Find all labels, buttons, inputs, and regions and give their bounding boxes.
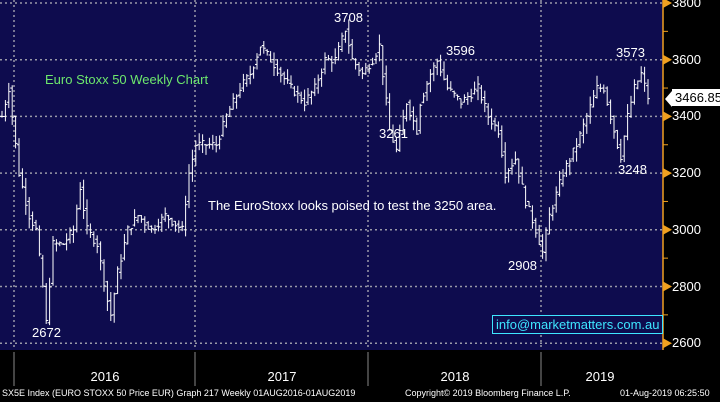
x-tick-label: 2016 (90, 369, 120, 384)
y-tick-label: 3000 (672, 221, 701, 237)
y-tick-label: 2800 (672, 278, 701, 294)
axis-tick-marker (663, 281, 672, 292)
axis-tick-marker (663, 338, 672, 349)
axis-tick-marker (663, 0, 672, 8)
y-tick-label: 2600 (672, 335, 701, 351)
plot-area (0, 0, 663, 350)
y-tick-label: 3800 (672, 0, 701, 10)
chart-title: Euro Stoxx 50 Weekly Chart (45, 72, 209, 87)
info-email-link[interactable]: info@marketmatters.com.au (492, 315, 664, 334)
footer-series-info: SX5E Index (EURO STOXX 50 Price EUR) Gra… (2, 388, 356, 398)
y-tick-label: 3200 (672, 165, 701, 181)
axis-tick-marker (663, 224, 672, 235)
price-label: 3708 (334, 10, 363, 25)
y-tick-label: 3600 (672, 51, 701, 67)
footer-copyright: Copyright© 2019 Bloomberg Finance L.P. (405, 388, 571, 398)
price-label: 3573 (616, 45, 645, 60)
last-price-label: 3466.85 (665, 88, 720, 107)
axis-tick-marker (663, 54, 672, 65)
annotation-note: The EuroStoxx looks poised to test the 3… (208, 198, 497, 213)
price-label: 3261 (379, 126, 408, 141)
y-tick-label: 3400 (672, 108, 701, 124)
axis-tick-marker (663, 168, 672, 179)
footer-timestamp: 01-Aug-2019 06:25:50 (620, 388, 710, 398)
price-label: 3248 (618, 162, 647, 177)
x-tick-label: 2017 (267, 369, 297, 384)
price-label: 2672 (32, 325, 61, 340)
x-tick-label: 2019 (585, 369, 615, 384)
price-label: 2908 (508, 258, 537, 273)
axis-tick-marker (663, 111, 672, 122)
x-tick-label: 2018 (440, 369, 470, 384)
price-label: 3596 (446, 43, 475, 58)
